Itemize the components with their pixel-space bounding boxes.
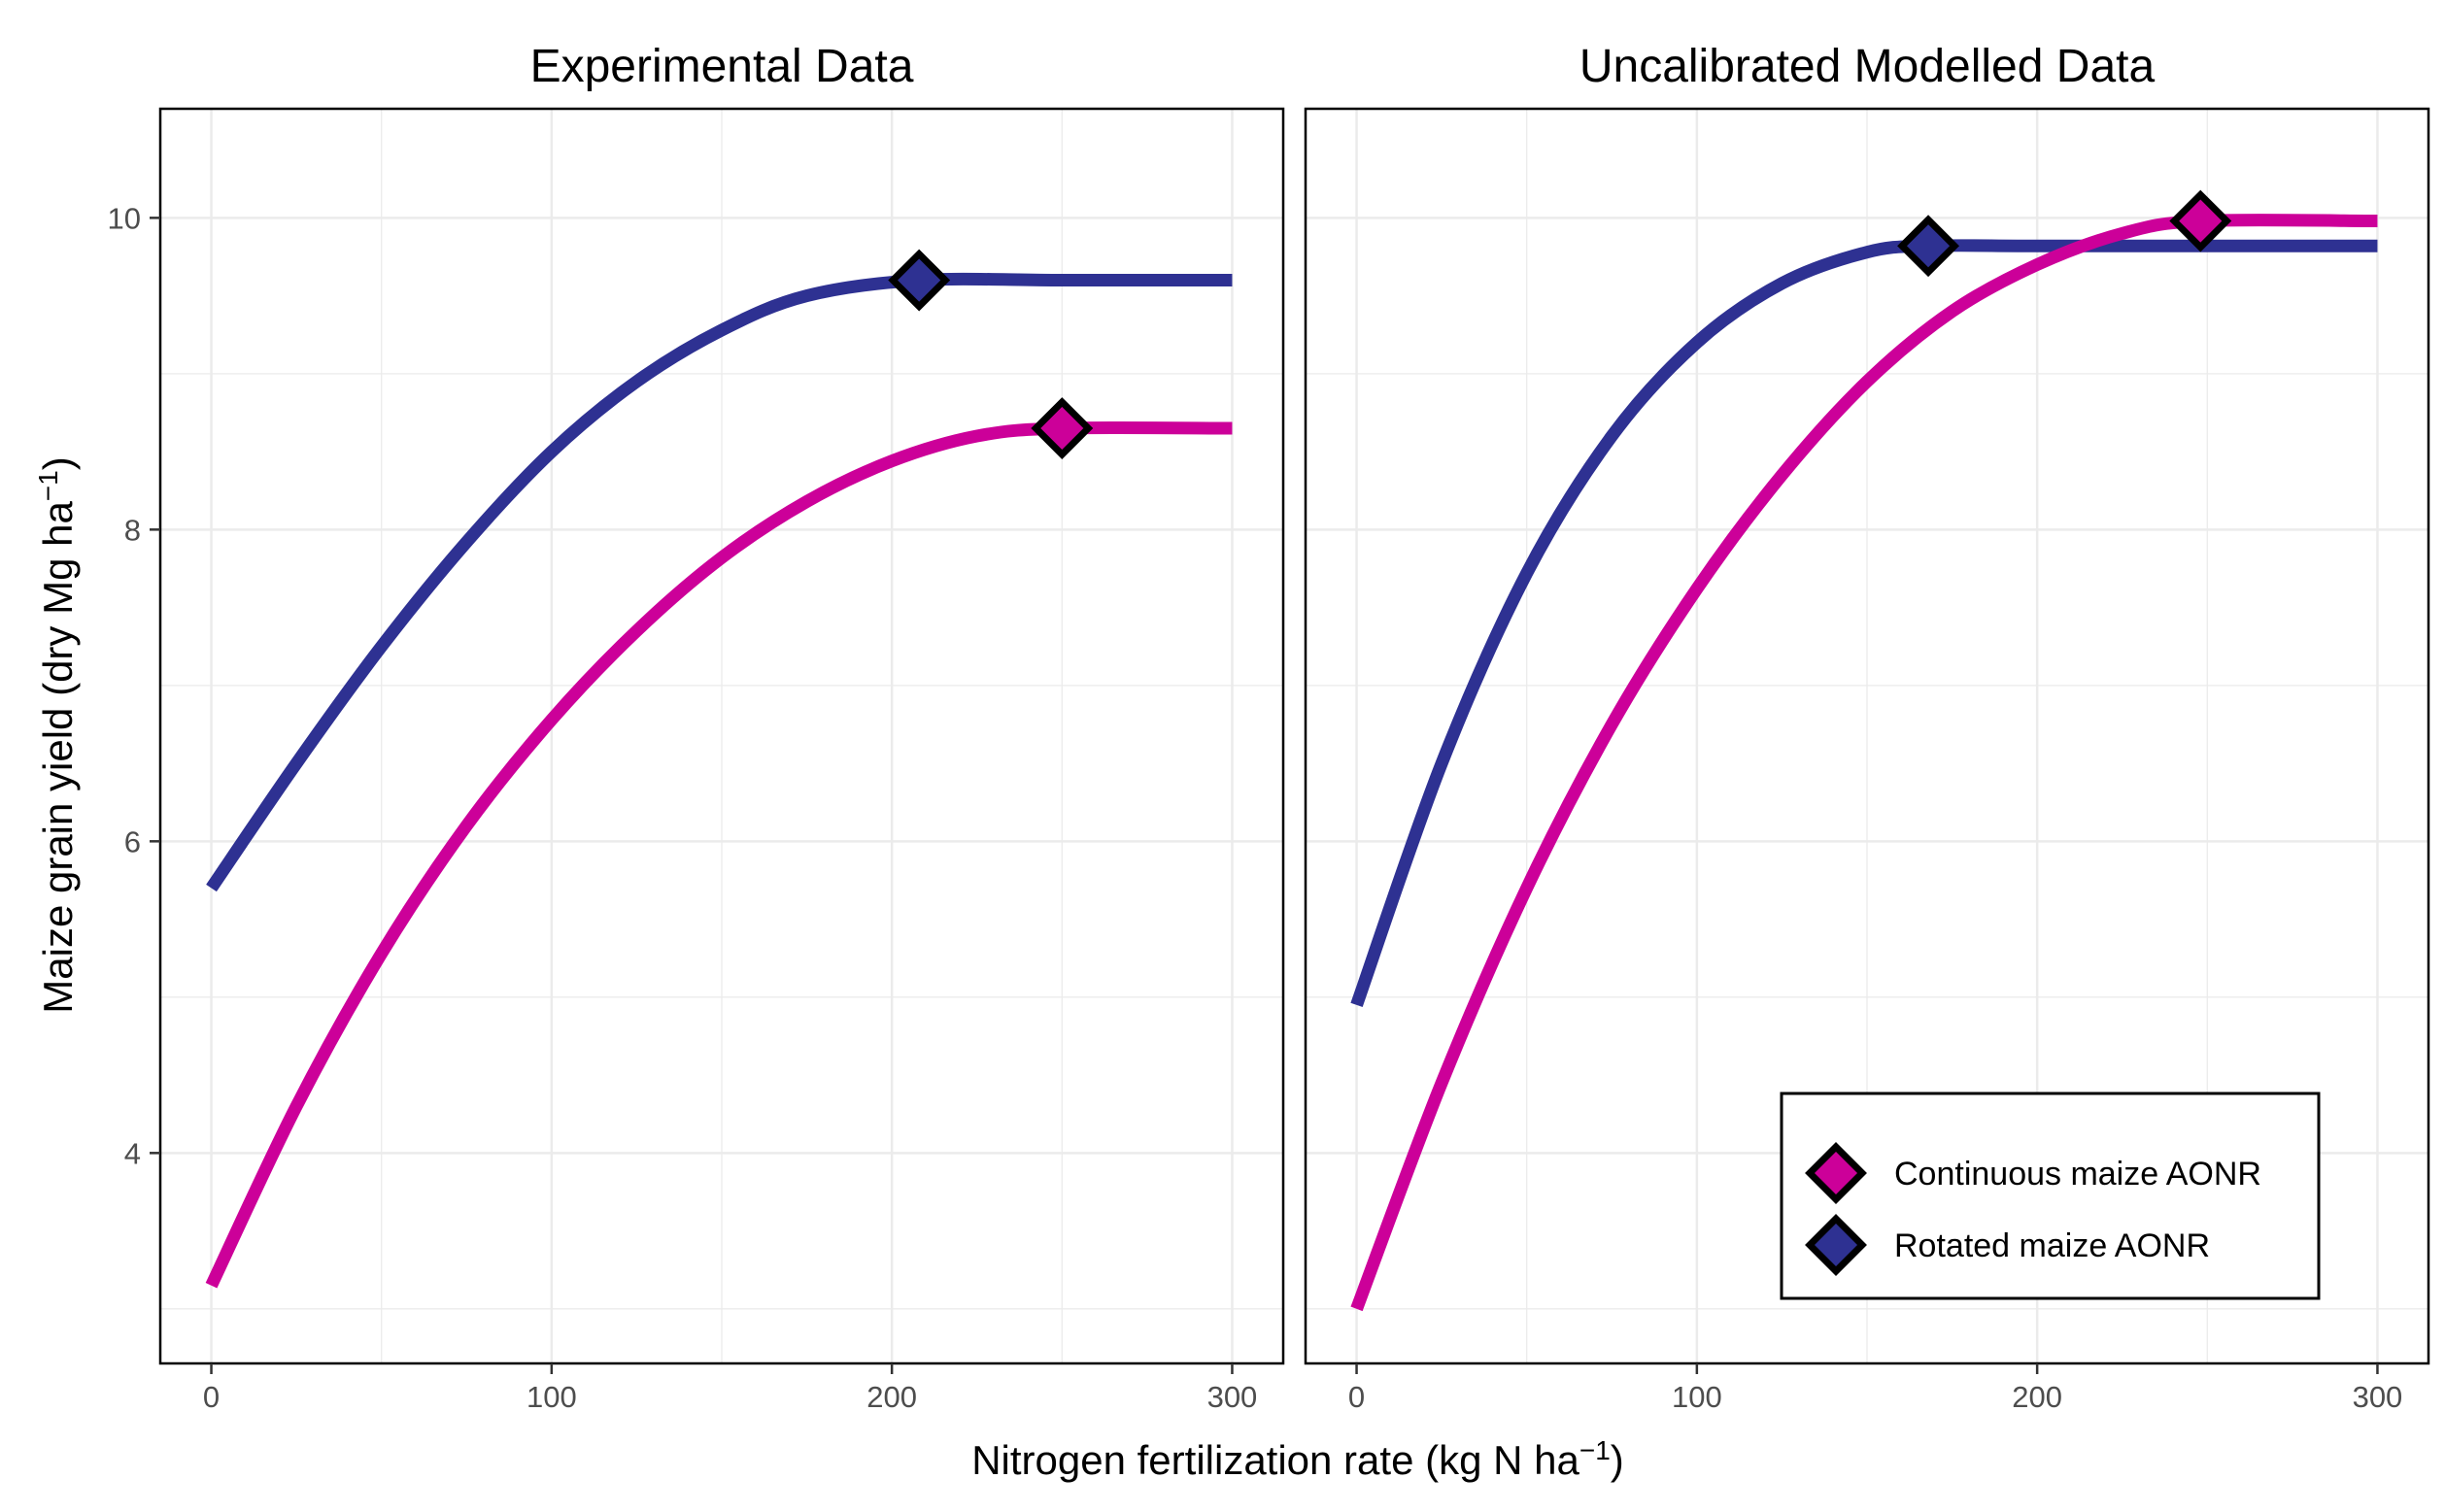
panel-gridlines: [160, 109, 1283, 1363]
y-axis-title-sup: −1: [33, 470, 63, 501]
continuous-series-line: [1350, 214, 2378, 1312]
legend: Continuous maize AONR Rotated maize AONR: [1780, 1092, 2321, 1300]
panel-experimental: Experimental Data 0 100 200 300 4 6 8 10: [108, 41, 1285, 1414]
x-axis-title-sup: −1: [1579, 1435, 1611, 1465]
y-tick-label: 4: [124, 1136, 141, 1170]
panel-title: Uncalibrated Modelled Data: [1579, 41, 2156, 92]
rotated-legend-key: [1805, 1214, 1867, 1276]
panel-markers: [888, 249, 1094, 459]
panel-series: [205, 272, 1233, 1289]
rotated-series-line: [206, 272, 1233, 892]
y-axis-title-close: ): [35, 456, 81, 470]
panel-border: [1304, 107, 2430, 1365]
x-tick-label: 300: [2353, 1380, 2403, 1414]
rotated-aonr-marker: [888, 249, 951, 312]
panel-title: Experimental Data: [530, 41, 914, 92]
y-axis-ticks: 4 6 8 10: [108, 201, 160, 1170]
y-axis-title: Maize grain yield (dry Mg ha−1): [33, 456, 82, 1013]
x-tick-label: 200: [866, 1380, 917, 1414]
panel-markers: [1897, 189, 2232, 278]
continuous-aonr-marker: [2169, 189, 2232, 252]
panel-border: [158, 107, 1285, 1365]
x-tick-label: 0: [1348, 1380, 1365, 1414]
x-tick-label: 100: [526, 1380, 577, 1414]
y-tick-label: 8: [124, 513, 141, 547]
continuous-series-line: [205, 420, 1233, 1289]
panel-series: [1350, 214, 2378, 1312]
x-tick-label: 100: [1672, 1380, 1722, 1414]
y-tick-label: 10: [108, 201, 141, 235]
panel-modelled: Uncalibrated Modelled Data 0 100 200 300: [1304, 41, 2430, 1414]
y-tick-label: 6: [124, 824, 141, 858]
x-tick-label: 300: [1207, 1380, 1258, 1414]
rotated-aonr-marker: [1897, 215, 1960, 278]
legend-label: Rotated maize AONR: [1894, 1227, 2210, 1264]
y-axis-title-main: Maize grain yield (dry Mg ha: [35, 501, 81, 1014]
legend-label: Continuous maize AONR: [1894, 1156, 2261, 1193]
continuous-legend-key: [1805, 1142, 1867, 1204]
x-axis-title-main: Nitrogen fertilization rate (kg N ha: [971, 1437, 1579, 1483]
legend-box: [1780, 1092, 2321, 1300]
x-axis-ticks: 0 100 200 300: [203, 1363, 1257, 1414]
x-axis-ticks: 0 100 200 300: [1348, 1363, 2402, 1414]
continuous-aonr-marker: [1031, 397, 1094, 459]
x-tick-label: 200: [2012, 1380, 2062, 1414]
rotated-series-line: [1350, 239, 2378, 1008]
x-axis-title: Nitrogen fertilization rate (kg N ha−1): [971, 1435, 1624, 1484]
x-axis-title-close: ): [1611, 1437, 1624, 1483]
x-tick-label: 0: [203, 1380, 220, 1414]
